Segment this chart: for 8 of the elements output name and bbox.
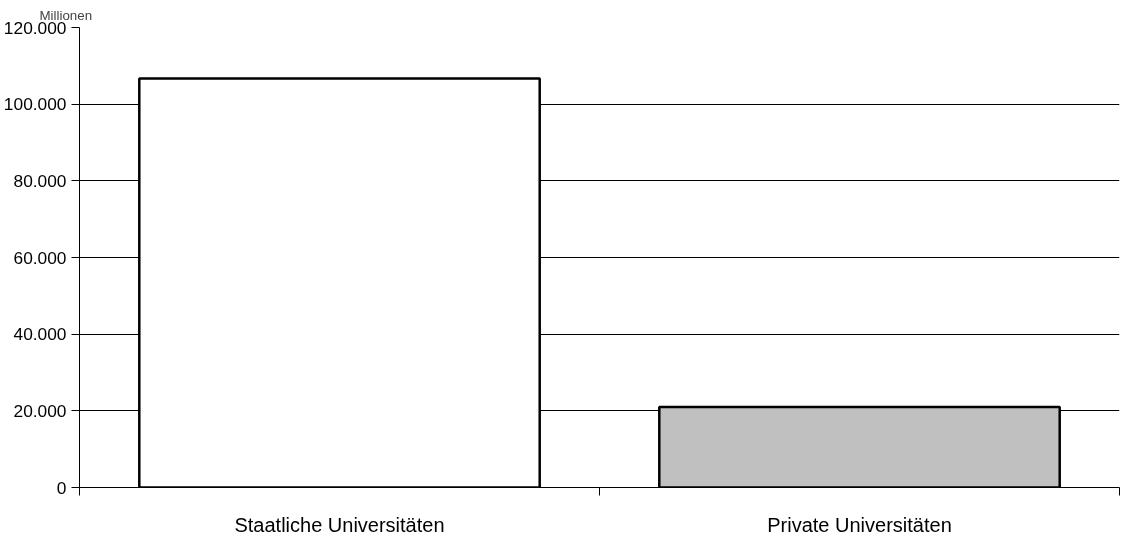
y-tick-label: 20.000 (13, 400, 67, 421)
x-tick-label: Private Universitäten (767, 513, 952, 536)
y-tick-label: 80.000 (13, 170, 67, 191)
y-tick-label: 0 (56, 477, 67, 498)
y-tick-label: 100.000 (3, 94, 67, 115)
y-tick-label: 60.000 (13, 247, 67, 268)
x-tick-label: Staatliche Universitäten (234, 513, 445, 536)
y-tick-label: 40.000 (13, 324, 67, 345)
